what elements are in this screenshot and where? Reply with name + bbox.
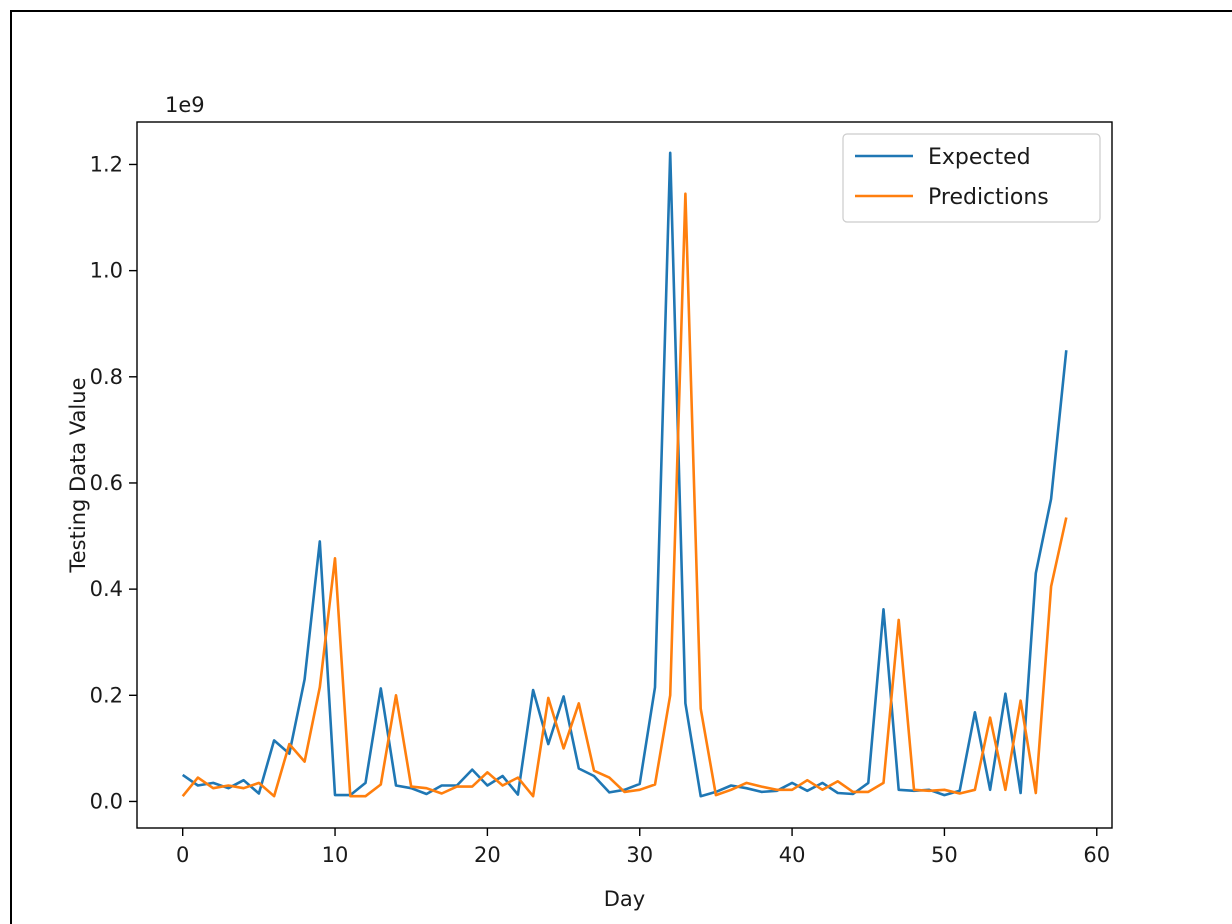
plot-area (137, 122, 1112, 828)
y-tick-label: 1.2 (90, 152, 123, 176)
y-tick-label: 0.6 (90, 471, 123, 495)
y-axis-ticks: 0.0 0.2 0.4 0.6 0.8 1.0 1.2 (90, 152, 137, 813)
legend: Expected Predictions (842, 133, 1101, 223)
plot-frame (136, 121, 1113, 829)
y-tick-label: 0.4 (90, 577, 123, 601)
y-axis-label: Testing Data Value (66, 378, 90, 574)
y-tick-label: 0.0 (90, 789, 123, 813)
x-tick-label: 50 (931, 843, 958, 867)
series-layer (181, 151, 1068, 798)
series-line-predictions (181, 192, 1068, 798)
y-tick-label: 0.2 (90, 683, 123, 707)
figure-frame (10, 10, 1232, 924)
x-tick-label: 20 (474, 843, 501, 867)
x-axis-ticks: 0 10 20 30 40 50 60 (176, 828, 1110, 867)
x-tick-label: 0 (176, 843, 189, 867)
x-axis-label: Day (604, 887, 645, 911)
x-tick-label: 60 (1083, 843, 1110, 867)
x-tick-label: 30 (626, 843, 653, 867)
legend-label-expected: Expected (928, 145, 1031, 170)
y-tick-label: 0.8 (90, 365, 123, 389)
y-scale-label: 1e9 (165, 93, 205, 117)
x-tick-label: 10 (322, 843, 349, 867)
legend-label-predictions: Predictions (928, 185, 1049, 210)
x-tick-label: 40 (779, 843, 806, 867)
y-tick-label: 1.0 (90, 259, 123, 283)
